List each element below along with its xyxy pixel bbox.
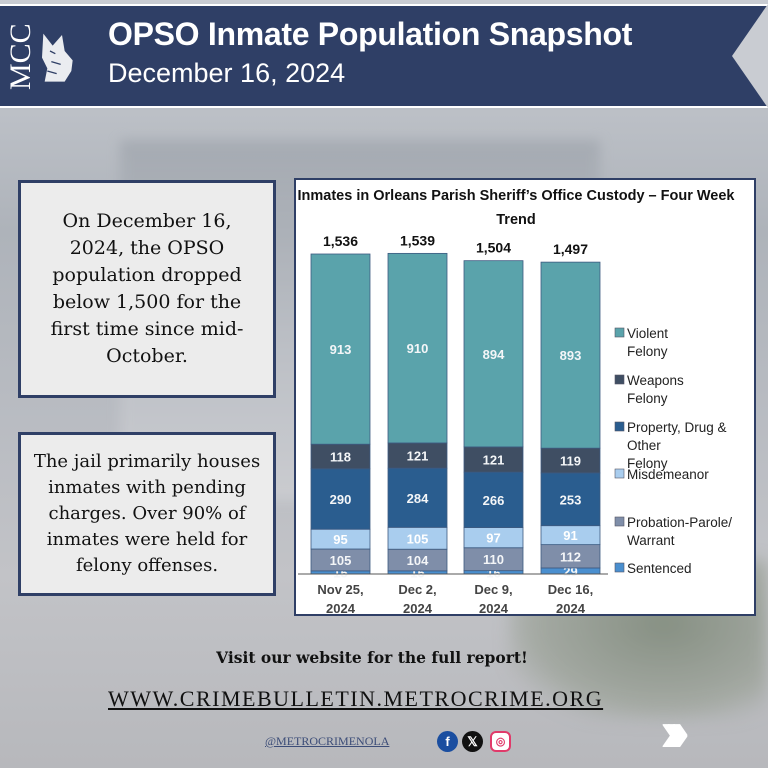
- header-banner: [0, 4, 768, 108]
- data-label: 253: [560, 492, 582, 507]
- instagram-icon[interactable]: ◎: [490, 731, 511, 752]
- website-link[interactable]: WWW.CRIMEBULLETIN.METROCRIME.ORG: [108, 686, 604, 711]
- legend-label: Probation-Parole/Warrant: [627, 515, 732, 548]
- bar-segment: [387, 442, 448, 469]
- page-title: OPSO Inmate Population Snapshot: [108, 16, 633, 52]
- data-label: 112: [560, 549, 581, 564]
- bar-segment: [540, 472, 601, 527]
- data-label: 118: [330, 450, 351, 465]
- legend-label: Violent Felony: [627, 326, 668, 359]
- bar-segment: [540, 261, 601, 449]
- total-label: 1,497: [553, 241, 588, 257]
- legend-swatch: [614, 327, 625, 338]
- x-twitter-icon[interactable]: 𝕏: [462, 731, 483, 752]
- next-arrows-icon[interactable]: ›››: [660, 699, 690, 764]
- data-label: 95: [333, 532, 347, 547]
- bar-segment: [463, 471, 524, 528]
- data-label: 290: [330, 492, 352, 507]
- data-label: 121: [407, 449, 429, 464]
- bar-segment: [387, 252, 448, 444]
- data-label: 97: [486, 531, 500, 546]
- bar-segment: [387, 467, 448, 528]
- bar-segment: [310, 468, 371, 530]
- data-label: 910: [407, 341, 429, 356]
- data-label: 121: [483, 453, 505, 468]
- legend-label: Property, Drug & Other Felony: [627, 420, 727, 471]
- chart-title: Inmates in Orleans Parish Sheriff’s Offi…: [297, 188, 735, 228]
- data-label: 104: [407, 553, 429, 568]
- legend-swatch: [614, 516, 625, 527]
- data-label: 110: [483, 552, 504, 567]
- data-label: 893: [560, 348, 582, 363]
- data-label: 266: [483, 493, 505, 508]
- data-label: 105: [330, 553, 352, 568]
- x-tick-label: Nov 25, 2024: [317, 582, 363, 614]
- callout-population: On December 16, 2024, the OPSO populatio…: [18, 180, 276, 398]
- legend-swatch: [614, 468, 625, 479]
- page-subtitle: December 16, 2024: [108, 58, 346, 88]
- callout-charges: The jail primarily houses inmates with p…: [18, 432, 276, 596]
- data-label: 284: [407, 491, 429, 506]
- facebook-icon[interactable]: f: [437, 731, 458, 752]
- legend-label: Misdemeanor: [627, 467, 709, 482]
- legend-swatch: [614, 374, 625, 385]
- legend-label: Weapons Felony: [627, 373, 684, 406]
- total-label: 1,536: [323, 233, 358, 249]
- social-handle-link[interactable]: @METROCRIMENOLA: [265, 734, 390, 748]
- total-label: 1,504: [476, 240, 511, 256]
- bar-segment: [310, 253, 371, 445]
- callout-text: On December 16, 2024, the OPSO populatio…: [50, 210, 244, 367]
- legend-swatch: [614, 562, 625, 573]
- data-label: 119: [560, 454, 581, 469]
- x-tick-label: Dec 16, 2024: [548, 582, 594, 614]
- data-label: 913: [330, 342, 352, 357]
- data-label: 105: [407, 531, 429, 546]
- callout-text: The jail primarily houses inmates with p…: [33, 451, 261, 576]
- legend-swatch: [614, 421, 625, 432]
- chart-panel: Inmates in Orleans Parish Sheriff’s Offi…: [294, 178, 756, 616]
- x-tick-label: Dec 9, 2024: [474, 582, 512, 614]
- bar-segment: [463, 446, 524, 473]
- total-label: 1,539: [400, 232, 435, 248]
- website-cta: Visit our website for the full report!: [216, 648, 528, 667]
- wolf-logo-icon: [42, 33, 73, 82]
- mcc-logo: MCC: [4, 23, 37, 91]
- data-label: 894: [483, 347, 505, 362]
- bar-segment: [463, 260, 524, 448]
- legend-label: Sentenced: [627, 561, 692, 576]
- data-label: 91: [563, 528, 577, 543]
- x-tick-label: Dec 2, 2024: [398, 582, 436, 614]
